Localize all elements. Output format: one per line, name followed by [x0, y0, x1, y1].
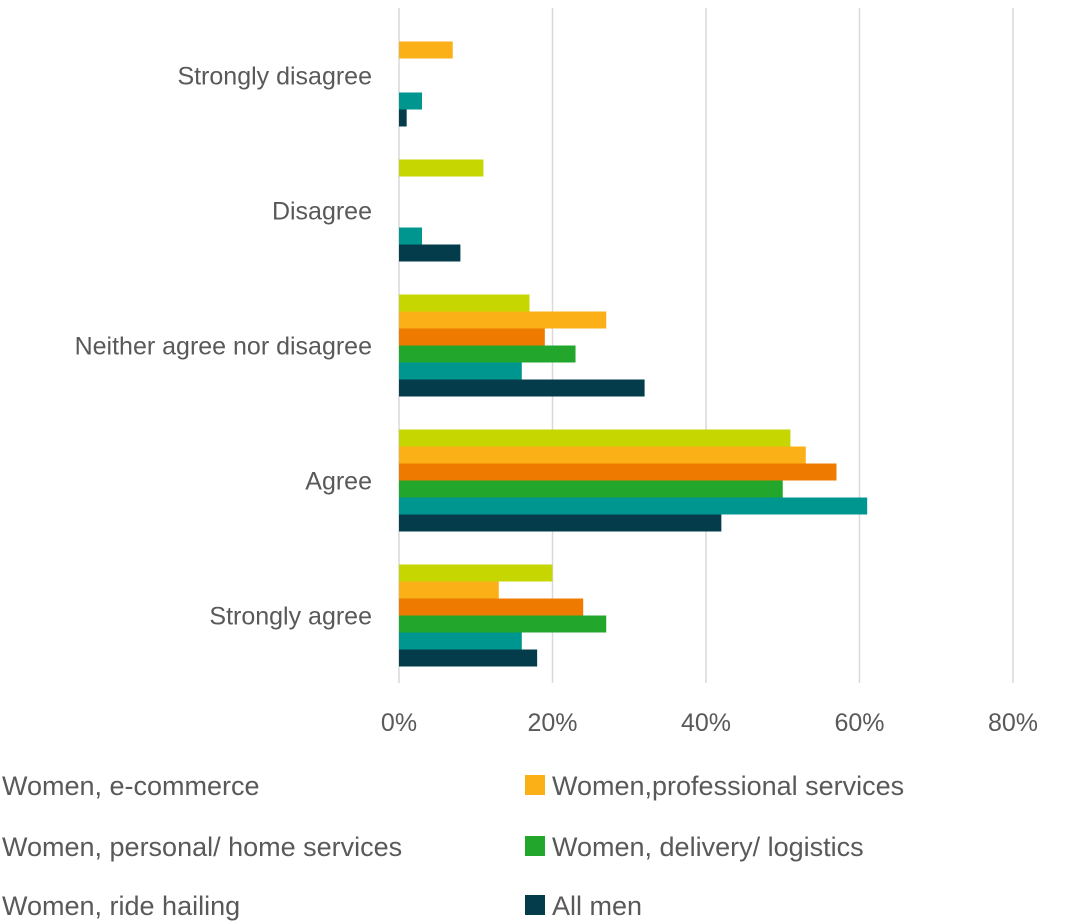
category-label: Strongly agree [209, 603, 372, 631]
bar [399, 649, 538, 667]
legend-swatch [525, 895, 545, 915]
legend-swatch [525, 775, 545, 795]
bars [399, 41, 868, 667]
bar [399, 244, 461, 262]
bar [399, 429, 791, 447]
bar [399, 581, 499, 599]
bar [399, 227, 423, 245]
bar [399, 480, 783, 498]
bar [399, 615, 607, 633]
bar [399, 41, 453, 59]
legend: Women, e-commerce Women,professional serv… [2, 771, 904, 921]
category-label: Neither agree nor disagree [75, 333, 372, 361]
bar [399, 311, 607, 329]
legend-label: Women, delivery/ logistics [552, 832, 864, 862]
x-axis-tick-labels: 0% 20% 40% 60% 80% [381, 709, 1038, 737]
x-tick-label: 40% [681, 709, 731, 737]
category-label: Disagree [272, 198, 372, 226]
legend-swatch [525, 836, 545, 856]
x-tick-label: 20% [527, 709, 577, 737]
bar [399, 159, 484, 177]
bar [399, 598, 584, 616]
category-label: Strongly disagree [177, 63, 372, 91]
bar [399, 446, 806, 464]
legend-label: Women,professional services [552, 771, 904, 801]
legend-label: All men [552, 891, 642, 921]
x-tick-label: 80% [988, 709, 1038, 737]
x-tick-label: 0% [381, 709, 417, 737]
legend-label: Women, personal/ home services [2, 832, 402, 862]
x-tick-label: 60% [834, 709, 884, 737]
bar [399, 564, 553, 582]
legend-label: Women, e-commerce [2, 771, 260, 801]
legend-label: Women, ride hailing [2, 891, 240, 921]
bar [399, 345, 576, 363]
category-label: Agree [305, 468, 372, 496]
bar [399, 497, 868, 515]
bar [399, 92, 423, 110]
bar [399, 362, 522, 380]
bar [399, 463, 837, 481]
bar [399, 632, 522, 650]
bar [399, 379, 645, 397]
category-labels: Strongly disagree Disagree Neither agree n… [75, 63, 372, 631]
bar [399, 109, 407, 127]
bar [399, 328, 545, 346]
bar [399, 514, 722, 532]
bar [399, 294, 530, 312]
